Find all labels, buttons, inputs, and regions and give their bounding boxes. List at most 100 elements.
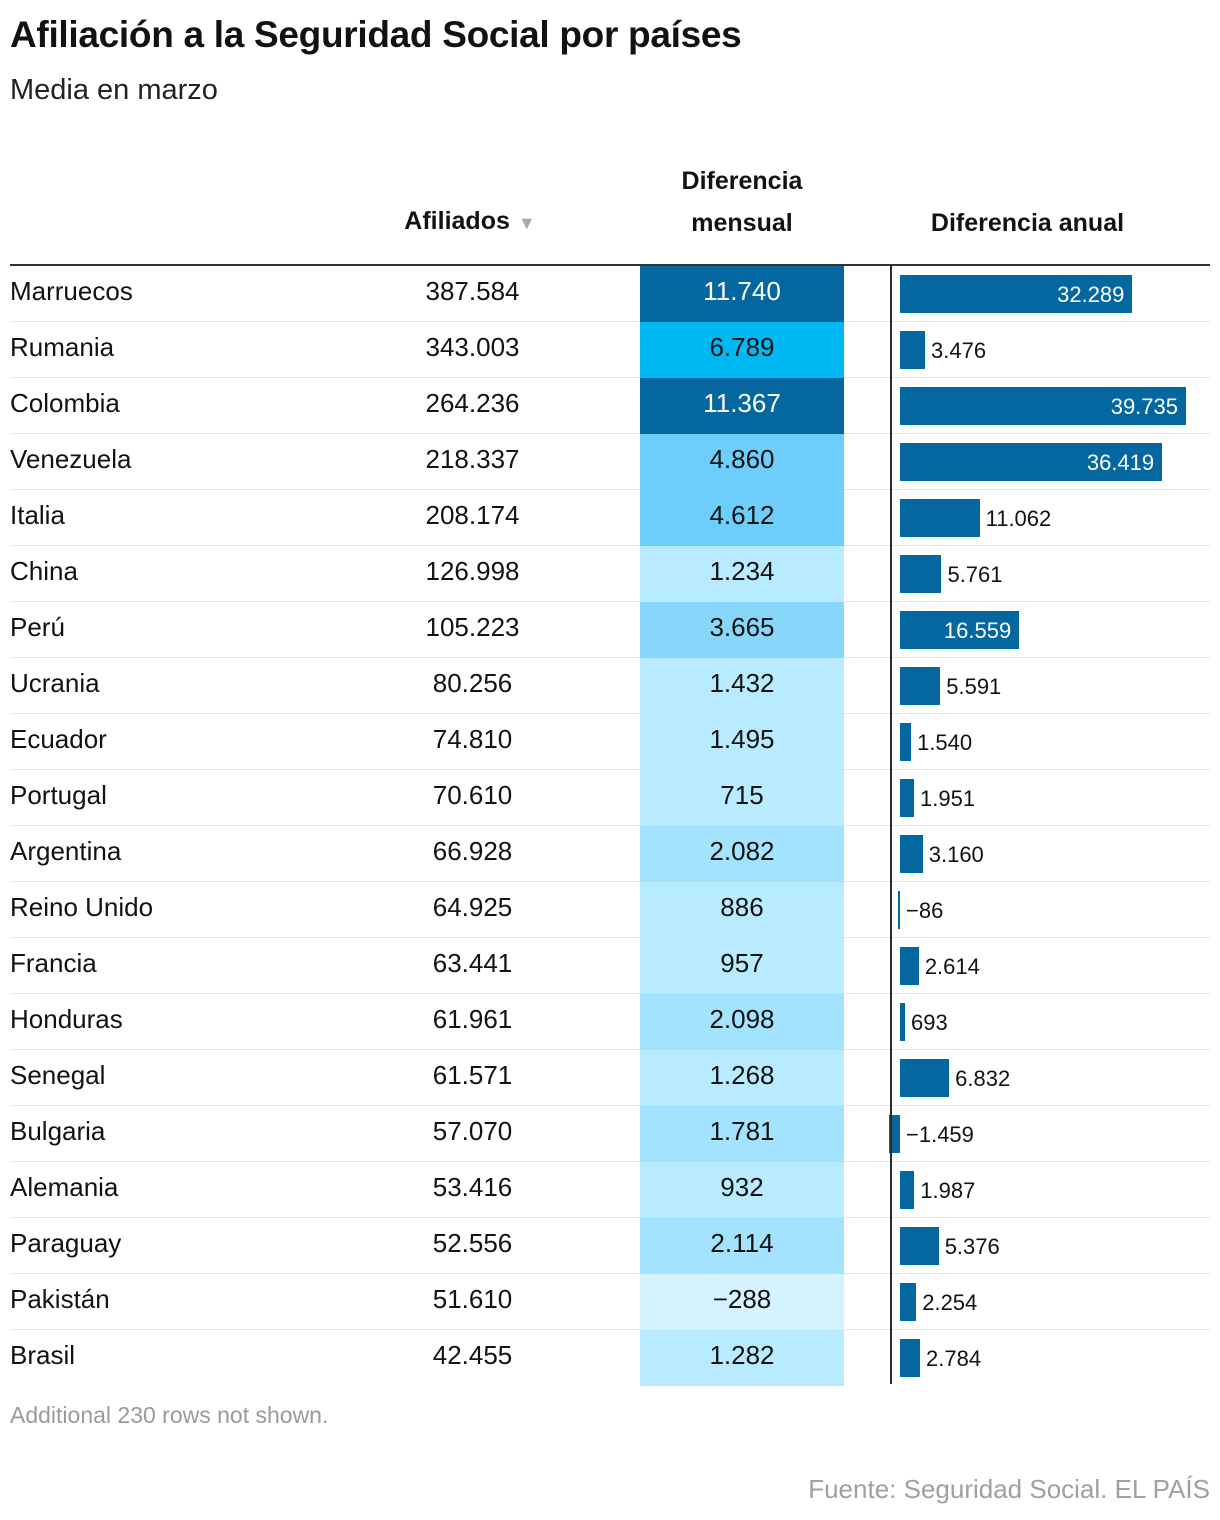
anual-bar (900, 667, 941, 705)
anual-bar (900, 443, 1163, 481)
zero-axis-line (890, 266, 892, 1384)
anual-bar-label: 32.289 (1057, 282, 1125, 307)
country-name: Marruecos (10, 276, 133, 306)
anual-bar-label: 1.951 (920, 786, 976, 811)
anual-bar-label: −86 (906, 898, 944, 923)
source-credit: Fuente: Seguridad Social. EL PAÍS (808, 1474, 1210, 1504)
anual-bar-cell: −86 (870, 882, 1210, 938)
anual-bar-cell: 5.591 (870, 658, 1210, 714)
anual-bar-label: 693 (910, 1010, 948, 1035)
table-row: Ucrania 80.256 1.432 5.591 (10, 658, 1210, 714)
anual-bar-cell: 3.160 (870, 826, 1210, 882)
table-row: Bulgaria 57.070 1.781 −1.459 (10, 1106, 1210, 1162)
anual-bar-label: 6.832 (955, 1066, 1011, 1091)
table-row: Colombia 264.236 11.367 39.735 (10, 378, 1210, 434)
column-header-anual[interactable]: Diferencia anual (930, 209, 1125, 237)
table-row: Venezuela 218.337 4.860 36.419 (10, 434, 1210, 490)
anual-bar-label: 2.614 (924, 954, 980, 979)
anual-bar-cell: 1.987 (870, 1162, 1210, 1218)
country-name: Reino Unido (10, 892, 154, 922)
anual-bar (900, 611, 1020, 649)
country-name: Colombia (10, 388, 120, 418)
country-name: China (10, 556, 78, 586)
anual-bar-cell: 5.761 (870, 546, 1210, 602)
mensual-heat-cell: 715 (640, 770, 844, 826)
country-name: Italia (10, 500, 65, 530)
mensual-heat-cell: 2.098 (640, 994, 844, 1050)
anual-bar-label: 1.540 (917, 730, 973, 755)
anual-bar-label: 5.376 (944, 1234, 1000, 1259)
country-name: Ucrania (10, 668, 100, 698)
anual-bar (900, 499, 980, 537)
table-row: Pakistán 51.610 −288 2.254 (10, 1274, 1210, 1330)
anual-bar (900, 835, 923, 873)
country-name: Francia (10, 948, 97, 978)
country-name: Honduras (10, 1004, 123, 1034)
anual-bar (900, 723, 912, 761)
anual-bar-label: 16.559 (943, 618, 1012, 643)
column-header-mensual-line1: Diferencia (681, 167, 803, 195)
mensual-heat-cell: 6.789 (640, 322, 844, 378)
country-name: Perú (10, 612, 65, 642)
triangle-down-icon[interactable]: ▼ (517, 213, 536, 233)
anual-bar-label: 1.987 (920, 1178, 976, 1203)
rows-hidden-note: Additional 230 rows not shown. (10, 1402, 329, 1428)
anual-bar (900, 275, 1133, 313)
mensual-heat-cell: 4.612 (640, 490, 844, 546)
table-row: Reino Unido 64.925 886 −86 (10, 882, 1210, 938)
table-row: Perú 105.223 3.665 16.559 (10, 602, 1210, 658)
table-row: Ecuador 74.810 1.495 1.540 (10, 714, 1210, 770)
table-header: Afiliados ▼ Diferencia mensual Diferencia… (10, 167, 1210, 266)
anual-bar-label: 3.476 (931, 338, 987, 363)
anual-bar-label: 5.591 (946, 674, 1002, 699)
anual-bar-cell: 3.476 (870, 322, 1210, 378)
afiliados-value: 80.256 (432, 668, 513, 698)
anual-bar-label: 39.735 (1110, 394, 1178, 419)
afiliados-value: 343.003 (425, 332, 520, 362)
anual-bar-label: 3.160 (928, 842, 984, 867)
country-name: Paraguay (10, 1228, 122, 1258)
afiliados-value: 74.810 (432, 724, 513, 754)
afiliados-value: 57.070 (432, 1116, 513, 1146)
table-row: Francia 63.441 957 2.614 (10, 938, 1210, 994)
anual-bar (900, 1059, 950, 1097)
afiliados-value: 61.571 (432, 1060, 513, 1090)
afiliados-value: 63.441 (432, 948, 513, 978)
anual-bar-cell: 693 (870, 994, 1210, 1050)
anual-bar-label: 11.062 (985, 506, 1052, 531)
mensual-heat-cell: 1.432 (640, 658, 844, 714)
anual-bar-cell: 39.735 (870, 378, 1210, 434)
afiliados-value: 64.925 (432, 892, 513, 922)
afiliados-value: 70.610 (432, 780, 513, 810)
column-header-mensual[interactable]: Diferencia mensual (640, 160, 844, 244)
mensual-heat-cell: 11.740 (640, 266, 844, 322)
table-row: Honduras 61.961 2.098 693 (10, 994, 1210, 1050)
table-row: Alemania 53.416 932 1.987 (10, 1162, 1210, 1218)
anual-bar (900, 1283, 917, 1321)
table-row: Rumania 343.003 6.789 3.476 (10, 322, 1210, 378)
mensual-heat-cell: −288 (640, 1274, 844, 1330)
anual-bar-label: 2.254 (922, 1290, 978, 1315)
anual-bar (900, 387, 1186, 425)
table-row: Portugal 70.610 715 1.951 (10, 770, 1210, 826)
anual-bar-label: 2.784 (926, 1346, 982, 1371)
mensual-heat-cell: 1.268 (640, 1050, 844, 1106)
mensual-heat-cell: 1.495 (640, 714, 844, 770)
column-header-afiliados[interactable]: Afiliados ▼ (390, 200, 550, 244)
anual-bar-cell: 32.289 (870, 266, 1210, 322)
country-name: Portugal (10, 780, 107, 810)
mensual-heat-cell: 957 (640, 938, 844, 994)
anual-bar (900, 779, 915, 817)
anual-bar-cell: 11.062 (870, 490, 1210, 546)
country-name: Senegal (10, 1060, 106, 1090)
afiliados-value: 51.610 (432, 1284, 513, 1314)
afiliados-value: 61.961 (432, 1004, 513, 1034)
anual-bar (900, 947, 919, 985)
afiliados-value: 53.416 (432, 1172, 513, 1202)
afiliados-value: 208.174 (425, 500, 520, 530)
afiliados-value: 66.928 (432, 836, 513, 866)
anual-bar-cell: 1.951 (870, 770, 1210, 826)
anual-bar-cell: 2.784 (870, 1330, 1210, 1386)
anual-bar-cell: 2.614 (870, 938, 1210, 994)
country-name: Pakistán (10, 1284, 110, 1314)
